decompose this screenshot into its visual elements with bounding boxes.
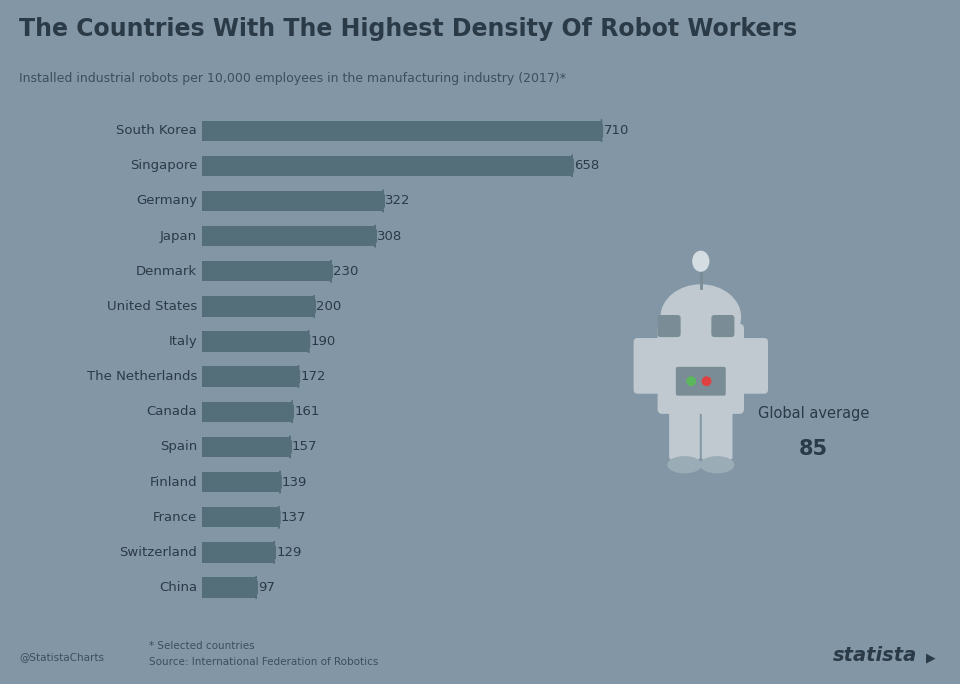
Text: 230: 230 bbox=[333, 265, 358, 278]
Ellipse shape bbox=[667, 456, 702, 473]
Bar bbox=[202, 296, 314, 317]
Text: 190: 190 bbox=[311, 335, 336, 348]
Bar bbox=[202, 507, 278, 527]
Text: Installed industrial robots per 10,000 employees in the manufacturing industry (: Installed industrial robots per 10,000 e… bbox=[19, 72, 566, 85]
FancyBboxPatch shape bbox=[658, 324, 744, 414]
Text: 161: 161 bbox=[294, 406, 320, 419]
Text: Switzerland: Switzerland bbox=[119, 546, 197, 559]
Bar bbox=[202, 156, 572, 176]
Circle shape bbox=[703, 377, 710, 386]
Text: The Countries With The Highest Density Of Robot Workers: The Countries With The Highest Density O… bbox=[19, 17, 798, 41]
Text: 139: 139 bbox=[282, 475, 307, 488]
FancyBboxPatch shape bbox=[739, 338, 768, 394]
Text: Germany: Germany bbox=[136, 194, 197, 207]
Text: * Selected countries: * Selected countries bbox=[149, 641, 254, 651]
Text: United States: United States bbox=[107, 300, 197, 313]
FancyBboxPatch shape bbox=[702, 402, 732, 460]
Text: 85: 85 bbox=[799, 439, 828, 459]
Text: Singapore: Singapore bbox=[130, 159, 197, 172]
Bar bbox=[202, 120, 602, 141]
Text: Global average: Global average bbox=[757, 406, 870, 421]
Text: Italy: Italy bbox=[168, 335, 197, 348]
Text: 200: 200 bbox=[316, 300, 342, 313]
Bar bbox=[202, 261, 331, 281]
Text: China: China bbox=[159, 581, 197, 594]
FancyBboxPatch shape bbox=[634, 338, 662, 394]
Bar bbox=[202, 577, 256, 598]
Text: 137: 137 bbox=[280, 511, 306, 524]
Text: Japan: Japan bbox=[160, 230, 197, 243]
Text: ▶: ▶ bbox=[926, 652, 936, 665]
FancyBboxPatch shape bbox=[711, 315, 734, 337]
Text: France: France bbox=[153, 511, 197, 524]
Text: 97: 97 bbox=[258, 581, 276, 594]
Text: South Korea: South Korea bbox=[116, 124, 197, 137]
Text: 129: 129 bbox=[276, 546, 301, 559]
Bar bbox=[202, 542, 275, 562]
Ellipse shape bbox=[700, 456, 734, 473]
Text: Source: International Federation of Robotics: Source: International Federation of Robo… bbox=[149, 657, 378, 667]
Text: 658: 658 bbox=[574, 159, 599, 172]
Text: 157: 157 bbox=[292, 440, 318, 453]
Circle shape bbox=[687, 377, 695, 386]
Bar bbox=[202, 331, 308, 352]
Ellipse shape bbox=[660, 285, 741, 350]
Text: 172: 172 bbox=[300, 370, 326, 383]
Text: Spain: Spain bbox=[160, 440, 197, 453]
Text: Denmark: Denmark bbox=[136, 265, 197, 278]
FancyBboxPatch shape bbox=[658, 315, 681, 337]
Bar bbox=[202, 191, 383, 211]
Text: statista: statista bbox=[832, 646, 917, 665]
Bar bbox=[202, 472, 280, 492]
Text: 710: 710 bbox=[604, 124, 629, 137]
Bar bbox=[202, 437, 290, 457]
Text: The Netherlands: The Netherlands bbox=[86, 370, 197, 383]
Text: 308: 308 bbox=[377, 230, 402, 243]
Text: Canada: Canada bbox=[147, 406, 197, 419]
Bar bbox=[202, 367, 299, 387]
Bar bbox=[202, 402, 292, 422]
Text: @StatistaCharts: @StatistaCharts bbox=[19, 652, 105, 662]
Ellipse shape bbox=[692, 250, 709, 272]
FancyBboxPatch shape bbox=[669, 402, 700, 460]
Text: 322: 322 bbox=[385, 194, 411, 207]
Text: Finland: Finland bbox=[150, 475, 197, 488]
FancyBboxPatch shape bbox=[676, 367, 726, 395]
Bar bbox=[202, 226, 375, 246]
